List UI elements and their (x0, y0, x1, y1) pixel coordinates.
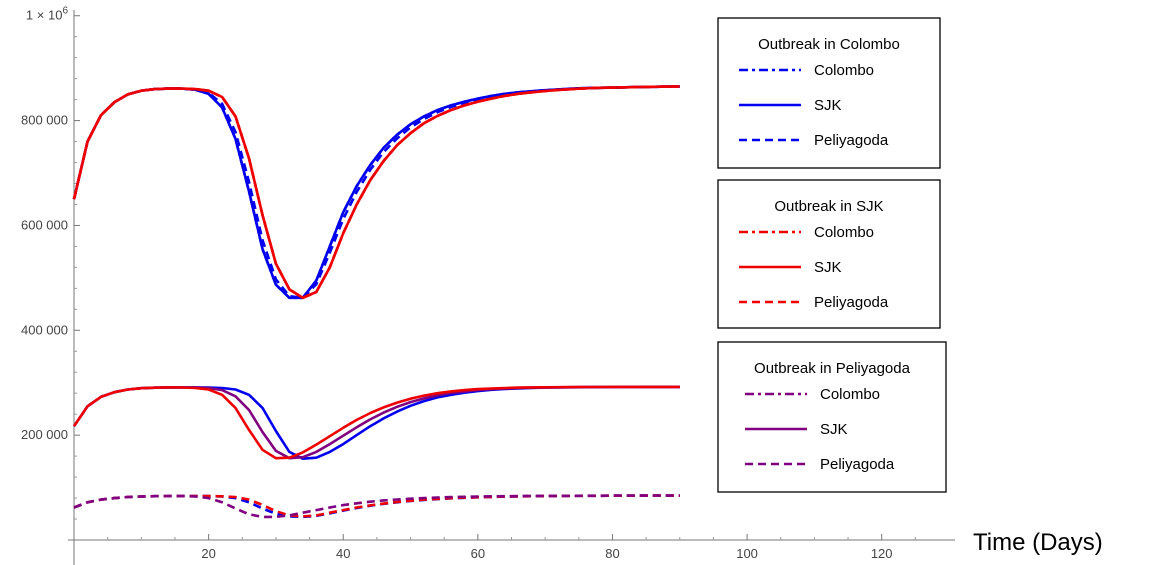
x-tick-label: 80 (605, 546, 619, 561)
legend-label: Colombo (820, 386, 880, 403)
x-tick-label: 100 (736, 546, 758, 561)
legend-peliyagoda_outbreak: Outbreak in Peliyagoda Colombo SJK Peliyago… (717, 341, 947, 493)
series-sjk_outbreak-peliyagoda_pop (73, 494, 680, 518)
y-ticks: 200 000 400 000 600 000 800 000 1 × 106 (21, 6, 80, 520)
legend-layer: Outbreak in ColomboColomboSJKPeliyagodaO… (717, 17, 947, 493)
legend-title: Outbreak in SJK (774, 198, 883, 215)
legend-sjk_outbreak: Outbreak in SJK Colombo SJK Peliyagoda (717, 179, 941, 329)
y-tick-label: 600 000 (21, 217, 68, 232)
series-sjk_outbreak-sjk (72, 85, 680, 300)
series-peliyagoda_outbreak-peliyagoda_pop (73, 494, 680, 519)
legend-label: Peliyagoda (820, 456, 895, 473)
legend-label: Peliyagoda (814, 294, 889, 311)
series-sjk_outbreak-peliyagoda (72, 85, 680, 300)
legend-label: SJK (814, 97, 842, 114)
y-tick-label: 400 000 (21, 322, 68, 337)
x-tick-label: 20 (201, 546, 215, 561)
legend-box (717, 341, 947, 493)
y-tick-exponent: 6 (62, 6, 68, 17)
series-layer (72, 85, 680, 519)
series-colombo_outbreak-sjk (72, 85, 680, 300)
x-ticks: 20 40 60 80 100 120 (107, 534, 916, 561)
legend-title: Outbreak in Peliyagoda (754, 360, 911, 377)
x-tick-label: 40 (336, 546, 350, 561)
y-tick-label: 200 000 (21, 427, 68, 442)
legend-box (717, 179, 941, 329)
series-colombo_outbreak-peliyagoda (72, 85, 680, 300)
x-axis-title: Time (Days) (973, 529, 1103, 556)
legend-colombo_outbreak: Outbreak in Colombo Colombo SJK Peliyagoda (717, 17, 941, 169)
legend-label: SJK (814, 259, 842, 276)
series-sjk_outbreak-colombo (72, 85, 680, 300)
axes: 20 40 60 80 100 120 200 000 400 000 600 000 800 … (21, 6, 955, 565)
series-sjk_outbreak-sjk_pop (72, 385, 680, 460)
legend-box (717, 17, 941, 169)
series-colombo_outbreak-sjk_pop (72, 385, 680, 460)
legend-label: SJK (820, 421, 848, 438)
y-tick-label: 800 000 (21, 113, 68, 128)
legend-title: Outbreak in Colombo (758, 36, 900, 53)
x-tick-label: 120 (871, 546, 893, 561)
y-tick-label: 1 × 106 (26, 6, 69, 23)
legend-label: Colombo (814, 62, 874, 79)
legend-label: Colombo (814, 224, 874, 241)
x-tick-label: 60 (471, 546, 485, 561)
series-colombo_outbreak-peliyagoda_pop (73, 494, 680, 519)
series-colombo_outbreak-colombo (72, 85, 680, 300)
legend-label: Peliyagoda (814, 132, 889, 149)
